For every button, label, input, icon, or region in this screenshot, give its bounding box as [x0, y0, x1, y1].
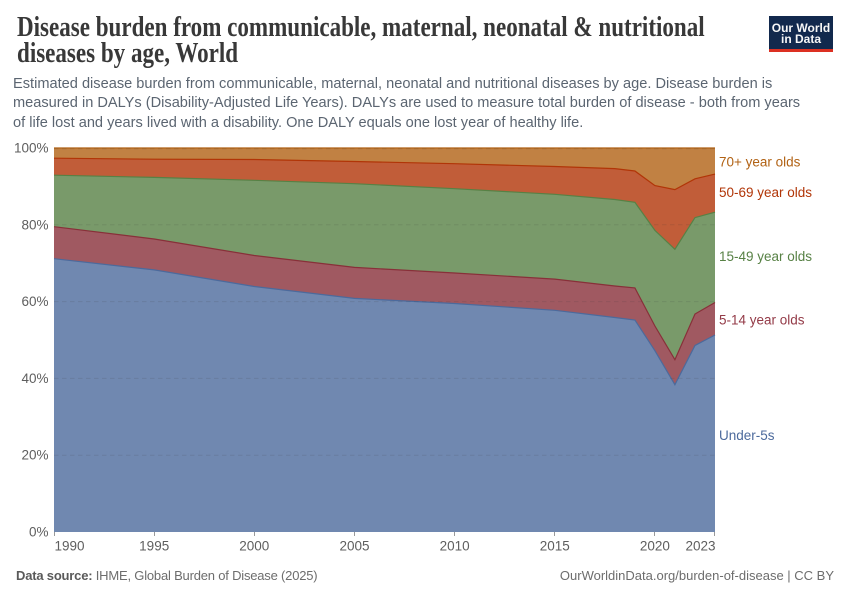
svg-text:2000: 2000	[239, 539, 269, 554]
svg-text:0%: 0%	[29, 525, 49, 540]
svg-text:50-69 year olds: 50-69 year olds	[719, 185, 812, 200]
svg-text:2020: 2020	[640, 539, 670, 554]
svg-text:100%: 100%	[14, 141, 49, 156]
svg-text:2005: 2005	[339, 539, 369, 554]
svg-text:60%: 60%	[21, 294, 48, 309]
svg-text:2023: 2023	[685, 539, 715, 554]
svg-text:20%: 20%	[21, 448, 48, 463]
svg-text:1990: 1990	[55, 539, 85, 554]
svg-text:2015: 2015	[540, 539, 570, 554]
svg-text:70+ year olds: 70+ year olds	[719, 155, 801, 170]
svg-text:5-14 year olds: 5-14 year olds	[719, 312, 805, 327]
svg-text:40%: 40%	[21, 371, 48, 386]
svg-text:2010: 2010	[440, 539, 470, 554]
svg-text:80%: 80%	[21, 217, 48, 232]
svg-text:Under-5s: Under-5s	[719, 428, 775, 443]
svg-text:15-49 year olds: 15-49 year olds	[719, 249, 812, 264]
svg-text:1995: 1995	[139, 539, 169, 554]
